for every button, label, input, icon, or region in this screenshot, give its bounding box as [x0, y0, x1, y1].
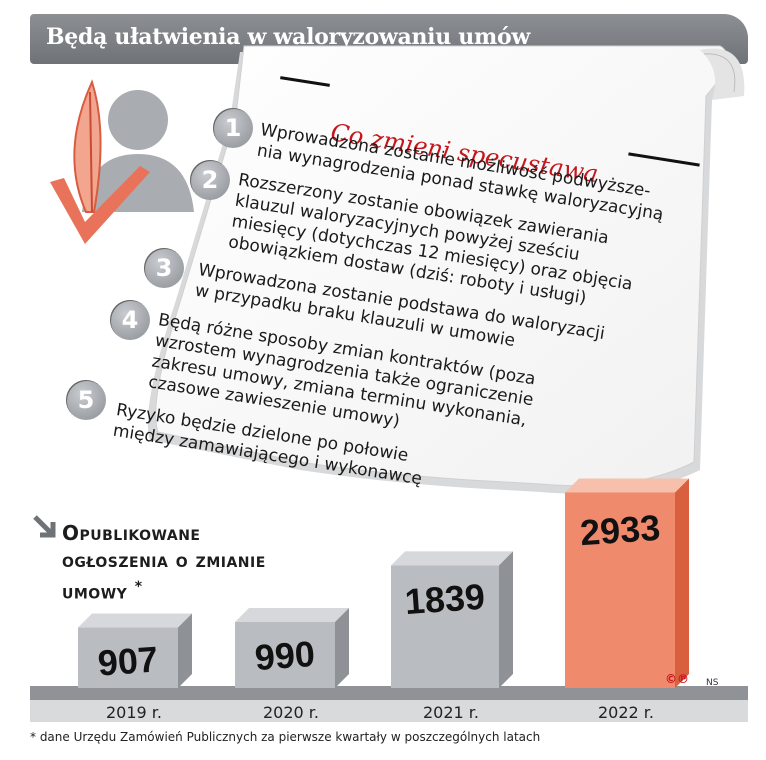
- bar-value-label: 907: [96, 638, 159, 683]
- bar-side: [178, 613, 192, 688]
- footnote: * dane Urzędu Zamówień Publicznych za pi…: [30, 730, 541, 744]
- person-quill-check-icon: [50, 79, 194, 244]
- bar-side: [335, 608, 349, 688]
- item-number: 5: [66, 380, 106, 420]
- chart-heading-line: Opublikowane: [62, 521, 201, 545]
- chart-heading: Opublikowane ogłoszenia o zmianie umowy …: [62, 520, 266, 606]
- chart-axis-band: [30, 700, 748, 722]
- chart-heading-line: umowy *: [62, 574, 266, 606]
- x-tick-label: 2020 r.: [263, 703, 319, 722]
- x-tick-label: 2022 r.: [598, 703, 654, 722]
- arrow-down-right-icon: [33, 515, 56, 538]
- bar-top: [235, 608, 349, 622]
- bar: [565, 492, 675, 688]
- bar-top: [391, 551, 513, 566]
- item-number: 2: [190, 160, 230, 200]
- bar-side: [675, 478, 689, 688]
- bar-value-label: 1839: [403, 576, 486, 622]
- bar: [235, 622, 335, 688]
- author-initials: NS: [706, 678, 719, 688]
- chart-base-top: [30, 686, 748, 700]
- paper-sheet: [147, 45, 745, 494]
- bar: [391, 565, 499, 688]
- item-number: 4: [110, 300, 150, 340]
- x-tick-label: 2019 r.: [106, 703, 162, 722]
- bar-value-label: 2933: [579, 507, 662, 553]
- bar-value-label: 990: [253, 633, 316, 678]
- bar: [78, 627, 178, 688]
- bar-top: [78, 613, 192, 628]
- item-number: 3: [144, 248, 184, 288]
- chart-heading-word: umowy: [62, 579, 128, 604]
- x-tick-label: 2021 r.: [423, 703, 479, 722]
- chart-heading-line: ogłoszenia o zmianie: [62, 548, 266, 572]
- bar-top: [565, 478, 689, 493]
- copyright-mark: ©℗: [665, 672, 689, 686]
- footnote-marker: *: [134, 579, 143, 595]
- bar-side: [499, 551, 513, 688]
- item-number: 1: [213, 108, 253, 148]
